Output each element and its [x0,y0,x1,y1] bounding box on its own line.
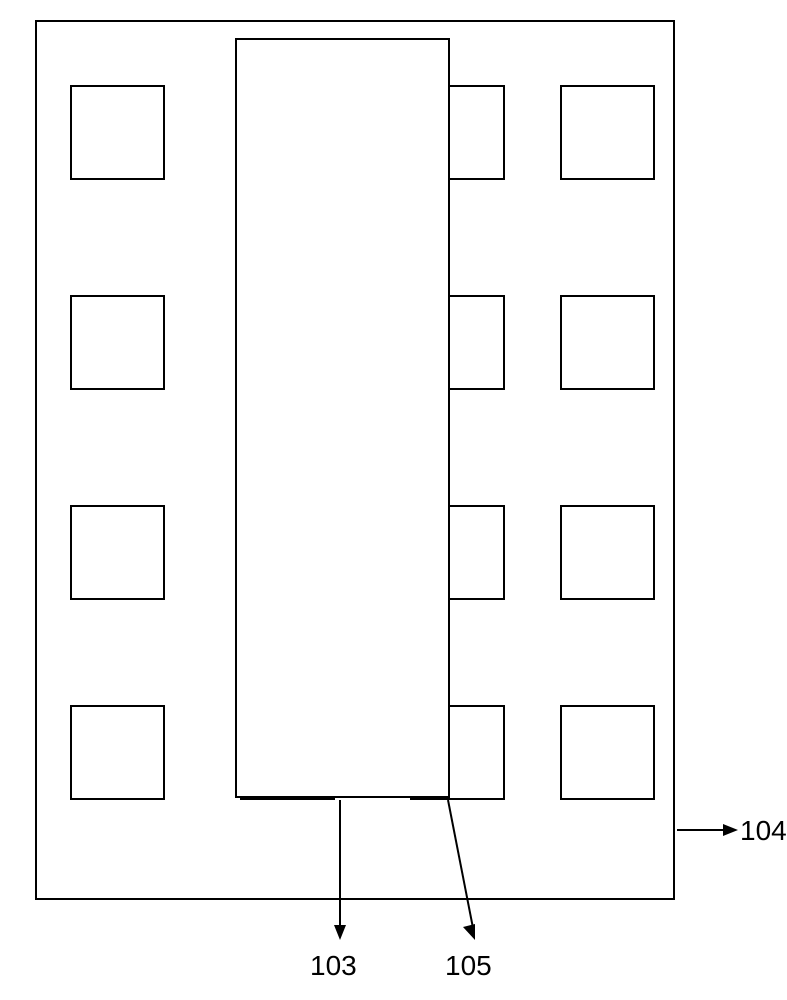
label-105: 105 [445,950,492,982]
grid-square [70,505,165,600]
grid-square [560,705,655,800]
grid-square [70,85,165,180]
inner-rect [235,38,450,798]
grid-square [70,295,165,390]
grid-square [70,705,165,800]
label-104: 104 [740,815,787,847]
grid-square [560,85,655,180]
grid-square [560,505,655,600]
grid-square [560,295,655,390]
label-103: 103 [310,950,357,982]
